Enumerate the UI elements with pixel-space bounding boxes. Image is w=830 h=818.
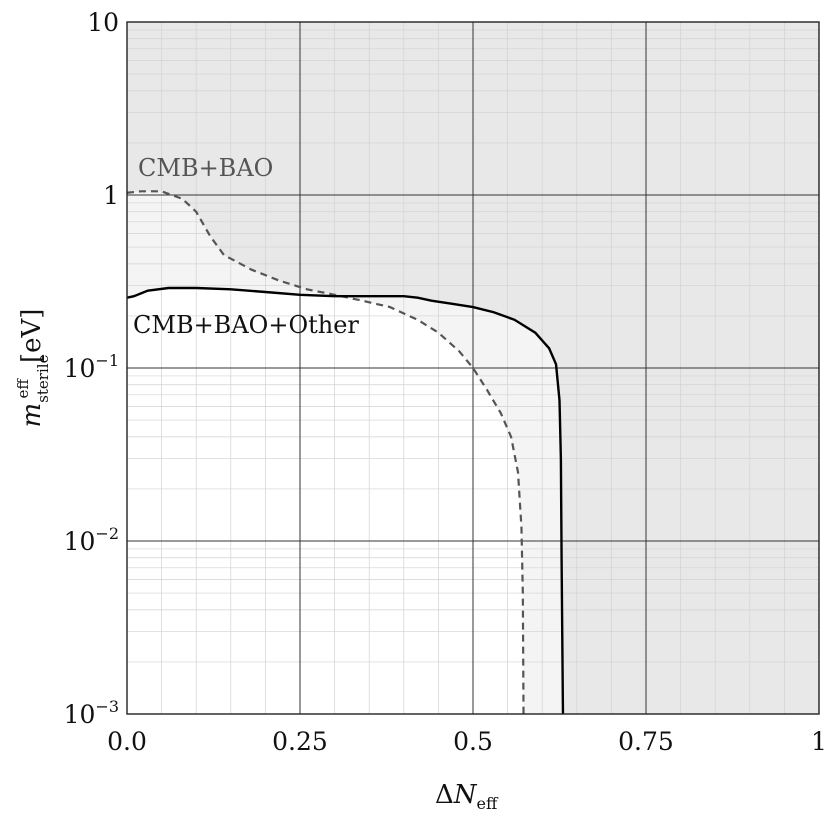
x-tick-label: 0.75 — [618, 727, 674, 756]
curves — [126, 190, 565, 715]
x-tick-label: 0.0 — [107, 727, 147, 756]
x-tick-label: 1 — [811, 727, 827, 756]
series-cmb-bao-other-line — [126, 286, 565, 715]
x-tick-label: 0.25 — [272, 727, 328, 756]
annotation-cmb-bao: CMB+BAO — [138, 154, 273, 182]
svg-text:msterileeff[eV]: msterileeff[eV] — [14, 309, 52, 428]
y-tick-labels: 10−3 10−2 10−1 1 10 — [64, 8, 119, 729]
plot-frame — [126, 21, 820, 715]
x-tick-label: 0.5 — [453, 727, 493, 756]
y-tick-label: 10 — [87, 8, 119, 37]
y-axis-label: msterileeff[eV] — [14, 309, 52, 428]
y-tick-label: 1 — [103, 181, 119, 210]
y-tick-label: 10−3 — [64, 697, 119, 729]
annotation-cmb-bao-other: CMB+BAO+Other — [133, 311, 359, 339]
y-tick-label: 10−2 — [64, 524, 119, 556]
y-tick-label: 10−1 — [64, 351, 119, 383]
major-grid — [127, 22, 819, 714]
x-axis-label: ΔNeff — [435, 780, 499, 813]
svg-text:ΔNeff: ΔNeff — [435, 780, 499, 813]
series-cmb-bao-line — [126, 190, 525, 715]
x-tick-labels: 0.0 0.25 0.5 0.75 1 — [107, 727, 827, 756]
